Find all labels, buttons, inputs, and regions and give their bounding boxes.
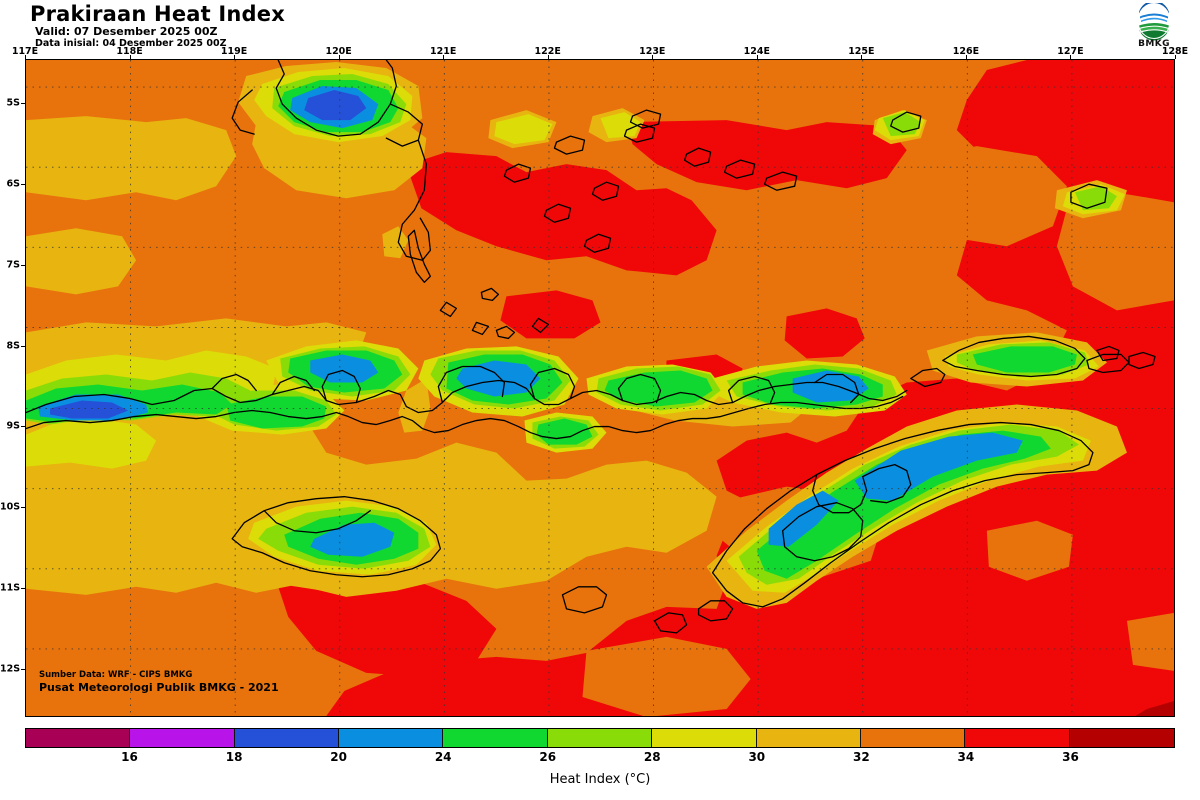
map-canvas <box>26 60 1174 716</box>
colorbar-tick-label: 36 <box>1062 750 1079 764</box>
y-axis-tick-label: 6S <box>6 178 20 190</box>
x-axis-tick-label: 119E <box>220 46 248 57</box>
x-axis-tick <box>965 55 967 59</box>
x-axis-tick-label: 118E <box>116 46 143 57</box>
x-axis-tick <box>338 55 340 59</box>
owner-credit: Pusat Meteorologi Publik BMKG - 2021 <box>39 681 279 694</box>
colorbar[interactable] <box>25 728 1175 748</box>
colorbar-segment <box>1069 729 1174 747</box>
y-axis-tick <box>21 184 25 186</box>
colorbar-segment <box>756 729 861 747</box>
colorbar-tick-label: 30 <box>748 750 766 764</box>
x-axis-tick-label: 125E <box>848 46 875 57</box>
x-axis-tick-label: 128E <box>1161 46 1189 57</box>
x-axis-tick-label: 127E <box>1057 46 1084 57</box>
bmkg-logo-label: BMKG <box>1138 39 1170 49</box>
colorbar-ticks: 16 18 20 24 26 28 30 32 34 36 <box>0 750 1200 766</box>
y-axis-tick-label: 7S <box>6 259 20 271</box>
x-axis-tick-label: 124E <box>743 46 770 57</box>
x-axis-tick-label: 120E <box>325 46 352 57</box>
colorbar-segment <box>965 729 1070 747</box>
colorbar-segment <box>339 729 444 747</box>
x-axis-tick <box>1175 55 1176 59</box>
y-axis-tick <box>21 587 25 589</box>
x-axis-tick-label: 121E <box>430 46 457 57</box>
colorbar-segment <box>443 729 548 747</box>
colorbar-tick-label: 20 <box>330 750 347 764</box>
colorbar-tick-label: 18 <box>225 750 243 764</box>
bmkg-logo: BMKG <box>1126 3 1182 53</box>
x-axis-tick <box>25 55 26 59</box>
colorbar-tick-label: 26 <box>539 750 557 764</box>
bmkg-logo-icon <box>1137 3 1171 41</box>
y-axis-tick-label: 10S <box>0 501 21 513</box>
x-axis-tick-label: 126E <box>952 46 980 57</box>
colorbar-segment <box>652 729 757 747</box>
page-title: Prakiraan Heat Index <box>30 2 285 26</box>
colorbar-tick-label: 24 <box>434 750 452 764</box>
source-credit: Sumber Data: WRF - CIPS BMKG <box>39 670 193 680</box>
colorbar-segment <box>234 729 340 747</box>
x-axis-tick <box>756 55 758 59</box>
y-axis-tick-label: 11S <box>0 582 21 594</box>
colorbar-segment <box>547 729 653 747</box>
y-axis-tick <box>21 426 25 428</box>
colorbar-label: Heat Index (°C) <box>549 772 651 787</box>
x-axis-tick-label: 123E <box>639 46 666 57</box>
x-axis-tick <box>1070 55 1072 59</box>
x-axis-tick <box>443 55 445 59</box>
colorbar-segment <box>26 729 131 747</box>
y-axis-tick <box>21 264 25 266</box>
y-axis-tick <box>21 345 25 347</box>
y-axis-tick <box>21 103 25 105</box>
y-axis-tick <box>21 507 25 509</box>
y-axis-tick-label: 9S <box>6 420 20 432</box>
colorbar-segment <box>860 729 966 747</box>
colorbar-tick-label: 28 <box>643 750 661 764</box>
y-axis-tick <box>21 668 25 670</box>
colorbar-segment <box>130 729 235 747</box>
x-axis-tick <box>861 55 863 59</box>
x-axis-tick-label: 117E <box>11 46 39 57</box>
x-axis-tick <box>234 55 236 59</box>
y-axis-tick-label: 12S <box>0 663 21 675</box>
x-axis-tick <box>129 55 131 59</box>
colorbar-tick-label: 34 <box>957 750 975 764</box>
y-axis-tick-label: 8S <box>6 340 20 352</box>
colorbar-tick-label: 16 <box>121 750 138 764</box>
colorbar-tick-label: 32 <box>853 750 870 764</box>
initial-time-text: Data inisial: 04 Desember 2025 00Z <box>35 38 227 49</box>
y-axis-tick-label: 5S <box>6 97 20 109</box>
valid-time-text: Valid: 07 Desember 2025 00Z <box>35 25 218 38</box>
header-block: Prakiraan Heat Index Valid: 07 Desember … <box>30 2 285 50</box>
x-axis-tick <box>547 55 549 59</box>
x-axis-tick-label: 122E <box>534 46 561 57</box>
heat-index-map[interactable]: Sumber Data: WRF - CIPS BMKG Pusat Meteo… <box>25 59 1175 717</box>
contour-plot <box>26 60 1174 716</box>
x-axis-tick <box>652 55 654 59</box>
